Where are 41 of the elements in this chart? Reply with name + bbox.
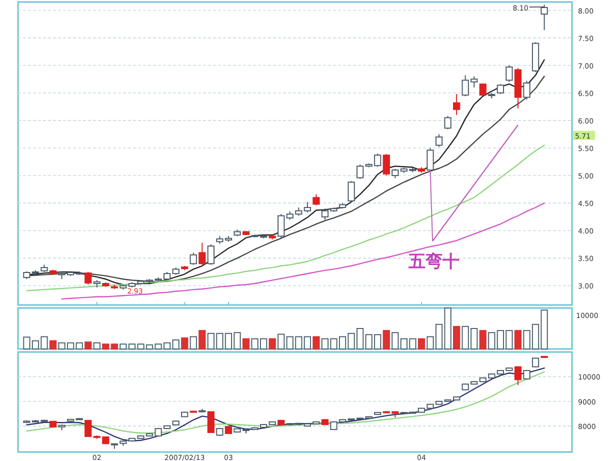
bar [479, 330, 486, 350]
candlestick [312, 194, 320, 206]
candlestick [523, 370, 530, 380]
bar [312, 336, 320, 350]
candlestick [514, 366, 522, 386]
line-series [26, 371, 545, 434]
candlestick [506, 64, 513, 82]
bar [84, 342, 92, 350]
candlestick [435, 134, 443, 148]
candlestick [190, 252, 197, 266]
bar [242, 338, 250, 350]
candlestick [84, 419, 92, 438]
candlestick [198, 242, 206, 266]
candlestick [278, 214, 285, 239]
candlestick [523, 80, 530, 100]
candlestick [540, 4, 548, 31]
candlestick [453, 94, 460, 116]
candlestick [84, 271, 92, 286]
bar [102, 344, 110, 350]
bar [453, 326, 460, 350]
candlestick [479, 83, 486, 96]
bar [382, 330, 390, 350]
bar [268, 338, 276, 350]
line-series [61, 202, 545, 300]
bar [418, 338, 426, 350]
candlestick [356, 164, 364, 180]
candlestick [392, 168, 399, 179]
bar [49, 340, 57, 350]
candlestick [348, 180, 355, 202]
candlestick [496, 84, 504, 94]
annotation: 五弯十 [408, 252, 460, 272]
bar [514, 330, 522, 350]
candlestick [207, 410, 214, 434]
candlestick [382, 154, 390, 176]
candlestick [532, 357, 540, 368]
candlestick [444, 116, 452, 130]
bar [181, 337, 188, 350]
candlestick [207, 244, 214, 266]
candlestick [304, 201, 312, 213]
bar [198, 330, 206, 350]
bar [110, 344, 118, 350]
